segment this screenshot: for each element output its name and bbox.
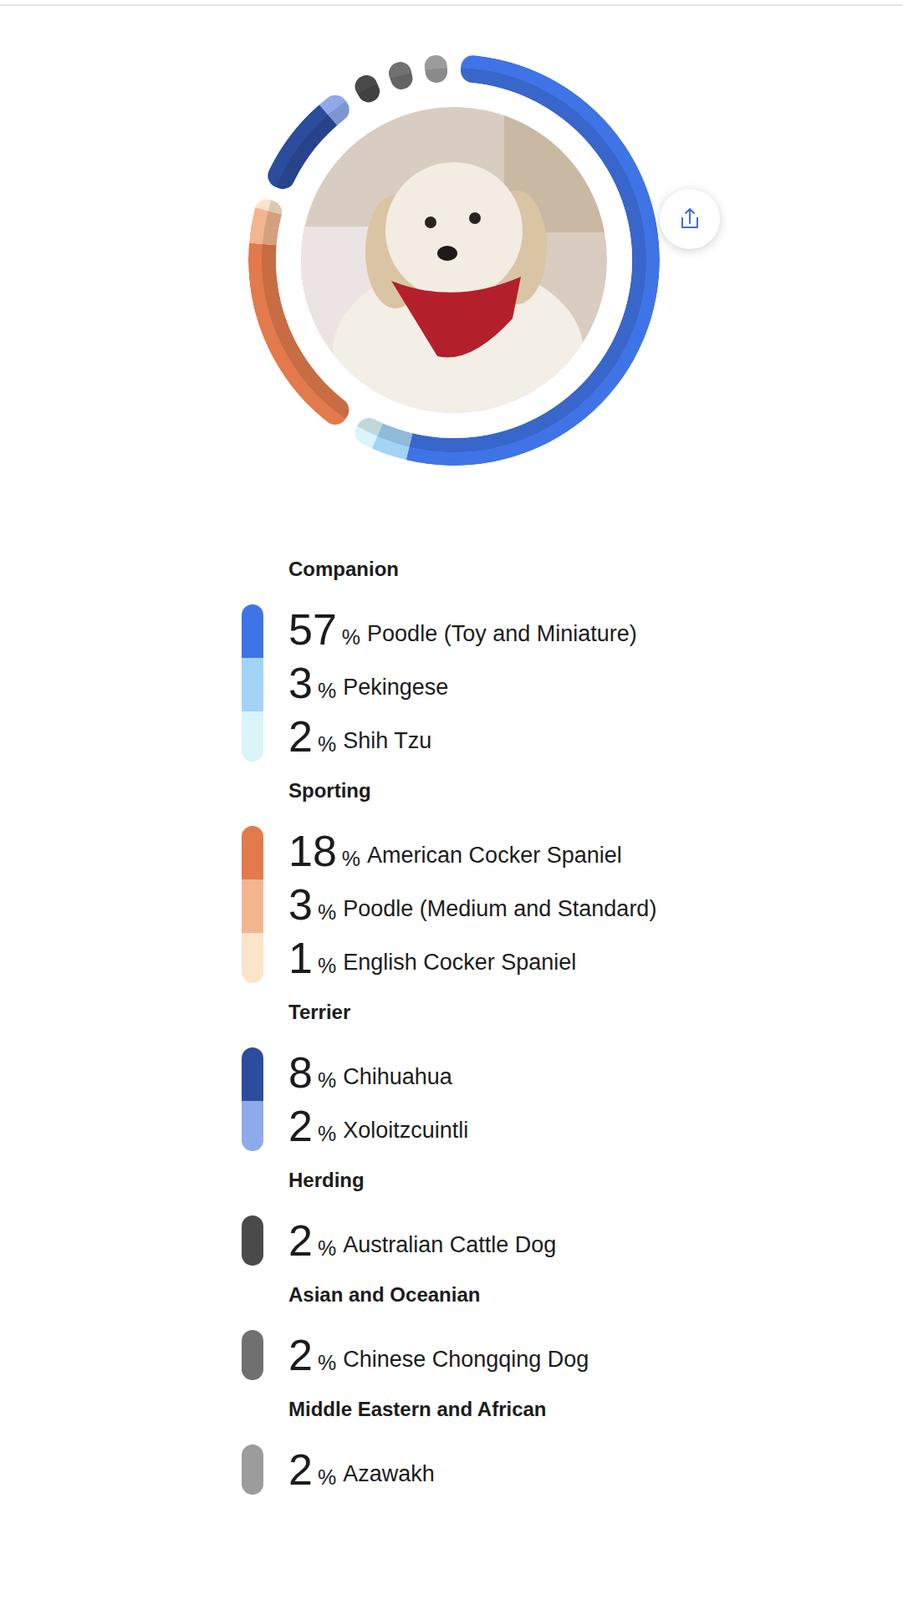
value-label: 18% <box>288 826 361 876</box>
chart-svg: Companion 57%Poodle (Toy and Miniature) 3%… <box>0 0 903 1600</box>
ring-segment-outer <box>255 195 271 211</box>
group-title: Middle Eastern and African <box>288 1397 547 1421</box>
ring-group <box>350 54 660 466</box>
legend-swatch <box>241 658 264 712</box>
group-title: Sporting <box>288 779 372 802</box>
ring-segment-outer <box>248 243 346 431</box>
ring-segment-outer <box>406 54 660 466</box>
breed-label: Chinese Chongqing Dog <box>342 1346 589 1373</box>
legend-swatch-bar <box>241 1444 264 1495</box>
ring-group <box>385 59 415 92</box>
ring-segment-outer <box>249 207 269 245</box>
share-icon[interactable] <box>685 209 694 224</box>
legend-swatch <box>241 879 264 934</box>
group-title: Terrier <box>288 1000 351 1024</box>
ring-group <box>263 90 354 194</box>
legend-swatch <box>241 1330 264 1381</box>
ring-group <box>423 54 449 84</box>
legend-swatch <box>241 826 264 880</box>
ring-segment-outer <box>385 59 412 79</box>
breed-label: Chihuahua <box>342 1064 454 1090</box>
legend-swatch <box>241 1101 264 1152</box>
ring-group <box>248 195 354 430</box>
ring <box>248 54 660 466</box>
ring-segment-outer <box>263 104 328 188</box>
breed-label: Poodle (Medium and Standard) <box>342 896 657 922</box>
value-label: 1% <box>288 933 337 983</box>
chart-container: Companion 57%Poodle (Toy and Miniature) 3%… <box>0 0 903 1600</box>
dog-eye <box>424 216 437 229</box>
value-label: 57% <box>288 605 361 654</box>
legend-swatch <box>241 1444 264 1495</box>
dog-head <box>385 162 523 300</box>
value-label: 2% <box>288 1101 337 1151</box>
ring-segment-outer <box>372 436 410 460</box>
value-label: 2% <box>288 1331 337 1380</box>
value-label: 2% <box>288 1216 337 1266</box>
breed-label: Poodle (Toy and Miniature) <box>367 621 638 647</box>
dog-bandana <box>391 276 521 358</box>
ring-segment-outer <box>350 71 378 94</box>
legend: Companion 57%Poodle (Toy and Miniature) 3%… <box>241 557 657 1499</box>
legend-swatch-bar <box>241 604 264 762</box>
ring-segment-inner <box>424 67 449 85</box>
legend-swatch <box>241 933 264 984</box>
value-label: 3% <box>288 880 337 929</box>
ring-segment-outer <box>423 54 448 71</box>
value-label: 8% <box>288 1048 337 1097</box>
dog-nose <box>437 245 458 261</box>
ring-segment-inner <box>408 67 647 454</box>
breed-label: American Cocker Spaniel <box>367 842 623 868</box>
legend-swatch-bar <box>241 1215 264 1266</box>
breed-label: Shih Tzu <box>342 728 432 754</box>
legend-swatch-bar <box>241 1330 264 1381</box>
legend-swatch <box>241 1047 264 1102</box>
legend-swatch <box>241 1215 264 1266</box>
photo <box>301 107 622 440</box>
legend-swatch <box>241 711 264 762</box>
group-title: Herding <box>288 1168 365 1192</box>
value-label: 2% <box>288 712 337 761</box>
breed-label: Azawakh <box>342 1461 435 1487</box>
legend-swatch <box>241 604 264 659</box>
ring-segment-outer <box>319 90 347 116</box>
breed-label: Australian Cattle Dog <box>342 1232 557 1258</box>
top-divider <box>0 4 903 6</box>
legend-swatch-bar <box>241 1047 264 1152</box>
value-label: 3% <box>288 658 337 708</box>
breed-label: Xoloitzcuintli <box>342 1117 469 1143</box>
group-title: Companion <box>288 557 399 581</box>
share-button[interactable] <box>659 188 720 250</box>
breed-label: English Cocker Spaniel <box>342 949 577 975</box>
share-button-bg[interactable] <box>659 188 720 250</box>
legend-swatch-bar <box>241 826 264 984</box>
breed-label: Pekingese <box>342 674 449 700</box>
group-title: Asian and Oceanian <box>288 1283 480 1307</box>
dog-eye <box>469 212 481 225</box>
value-label: 2% <box>288 1445 337 1495</box>
ring-group <box>350 71 383 107</box>
ring-segment-outer <box>350 426 378 449</box>
